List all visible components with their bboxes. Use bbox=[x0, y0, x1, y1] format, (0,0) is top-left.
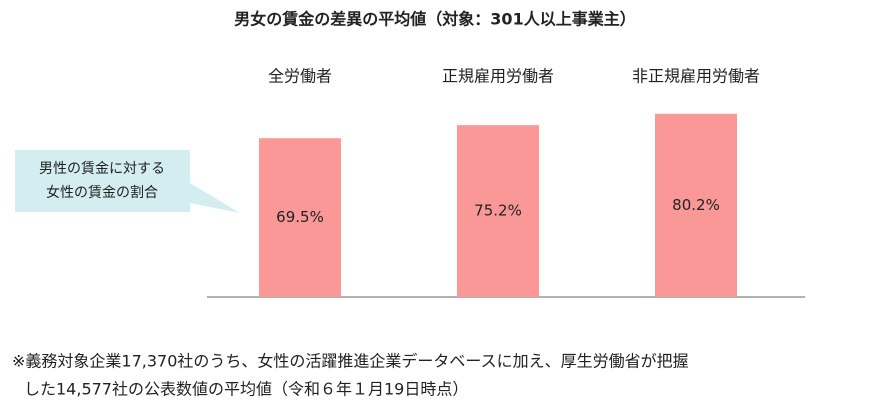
footnote: ※義務対象企業17,370社のうち、女性の活躍推進企業データベースに加え、厚生労… bbox=[12, 352, 689, 371]
category-label: 全労働者 bbox=[268, 67, 332, 86]
annotation: 女性の賃金の割合 bbox=[46, 184, 158, 201]
annotation: 男性の賃金に対する bbox=[39, 161, 165, 177]
value-label: 69.5% bbox=[276, 208, 324, 226]
footnote: した14,577社の公表数値の平均値（令和６年１月19日時点） bbox=[24, 380, 468, 399]
category-label: 非正規雇用労働者 bbox=[632, 67, 760, 86]
category-label: 正規雇用労働者 bbox=[442, 67, 554, 86]
value-label: 75.2% bbox=[474, 202, 522, 220]
bar bbox=[259, 138, 341, 297]
bar bbox=[457, 125, 539, 297]
value-label: 80.2% bbox=[672, 196, 720, 214]
chart-title: 男女の賃金の差異の平均値（対象：301人以上事業主） bbox=[234, 10, 635, 29]
bar bbox=[655, 113, 737, 297]
callout-box bbox=[15, 150, 240, 213]
